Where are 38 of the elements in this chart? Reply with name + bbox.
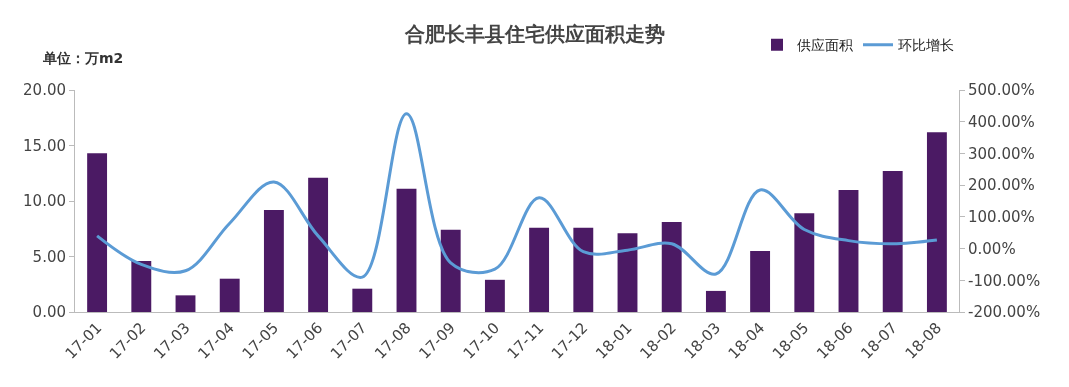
y2-tick-label: 400.00% <box>968 112 1035 131</box>
bar <box>308 177 329 312</box>
bar <box>219 278 240 312</box>
bar <box>794 213 815 312</box>
text: 单位：万m2 <box>42 50 124 66</box>
bar <box>926 132 947 312</box>
y2-tick-label: 0.00% <box>968 239 1016 258</box>
y2-tick-label: 500.00% <box>968 81 1035 100</box>
bar <box>396 188 417 312</box>
bar <box>175 295 196 312</box>
y2-tick-label: -100.00% <box>968 271 1041 290</box>
bar <box>131 260 152 312</box>
bar <box>882 171 903 312</box>
y2-tick-label: 300.00% <box>968 144 1035 163</box>
bar <box>750 250 771 312</box>
bar <box>263 209 284 312</box>
bar <box>352 288 373 312</box>
bar <box>87 153 108 312</box>
bar <box>617 233 638 312</box>
bar <box>838 189 859 312</box>
y-tick-label: 15.00 <box>23 136 66 155</box>
y-tick-label: 0.00 <box>32 303 66 322</box>
bar <box>484 279 505 312</box>
bar <box>440 229 461 312</box>
y-tick-label: 10.00 <box>23 192 66 211</box>
chart-title: 合肥长丰县住宅供应面积走势 <box>403 22 665 47</box>
bar <box>573 227 594 312</box>
y-tick-label: 5.00 <box>32 247 66 266</box>
legend-label: 环比增长 <box>898 37 954 54</box>
bar <box>661 222 682 312</box>
bar <box>705 290 726 312</box>
y2-tick-label: 200.00% <box>968 176 1035 195</box>
y-tick-label: 20.00 <box>23 81 66 100</box>
y2-tick-label: 100.00% <box>968 208 1035 227</box>
bar <box>529 227 550 312</box>
line-series <box>95 112 939 279</box>
legend-label: 供应面积 <box>797 37 853 54</box>
y2-tick-label: -200.00% <box>968 303 1041 322</box>
